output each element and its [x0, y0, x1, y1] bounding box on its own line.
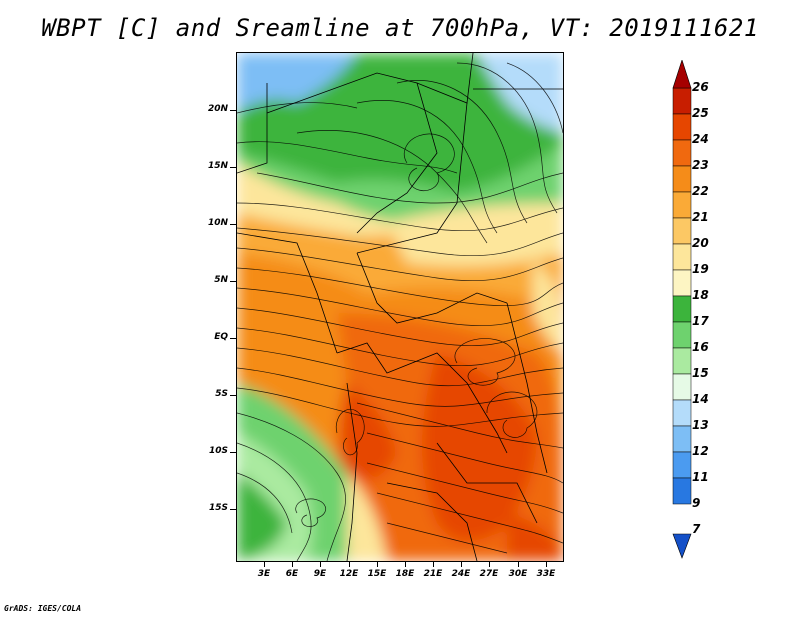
- credit-text: GrADS: IGES/COLA: [4, 604, 82, 613]
- colorbar-label: 9: [692, 496, 701, 510]
- lon-tick: [292, 562, 293, 567]
- colorbar: [672, 60, 692, 559]
- colorbar-label: 26: [692, 80, 709, 94]
- colorbar-cell: [672, 217, 692, 245]
- colorbar-cell: [672, 477, 692, 505]
- lat-label: 20N: [207, 104, 228, 114]
- lat-label: 15S: [208, 503, 228, 513]
- colorbar-label: 11: [692, 470, 709, 484]
- colorbar-label: 21: [692, 210, 709, 224]
- colorbar-cell: [672, 165, 692, 193]
- lon-label: 21E: [423, 569, 443, 579]
- colorbar-max-arrow: [672, 60, 692, 89]
- colorbar-cell: [672, 451, 692, 479]
- lon-label: 6E: [285, 569, 299, 579]
- lon-tick: [489, 562, 490, 567]
- lon-label: 9E: [313, 569, 327, 579]
- colorbar-cell: [672, 399, 692, 427]
- lat-tick: [230, 224, 236, 225]
- colorbar-label: 18: [692, 288, 709, 302]
- lon-label: 3E: [257, 569, 271, 579]
- lat-tick: [230, 509, 236, 510]
- lat-label: 10N: [207, 218, 228, 228]
- lon-tick: [433, 562, 434, 567]
- lon-label: 18E: [395, 569, 415, 579]
- lon-label: 27E: [479, 569, 499, 579]
- colorbar-cell: [672, 373, 692, 401]
- lat-label: 10S: [208, 446, 228, 456]
- colorbar-label: 20: [692, 236, 709, 250]
- colorbar-cell: [672, 139, 692, 167]
- colorbar-cell: [672, 113, 692, 141]
- colorbar-label: 24: [692, 132, 709, 146]
- map-panel[interactable]: [236, 52, 564, 562]
- lon-label: 24E: [451, 569, 471, 579]
- country-borders: [237, 53, 563, 561]
- colorbar-label: 22: [692, 184, 709, 198]
- lat-label: 15N: [207, 161, 228, 171]
- lon-tick: [461, 562, 462, 567]
- lat-label: EQ: [214, 332, 228, 342]
- colorbar-label: 16: [692, 340, 709, 354]
- colorbar-cell: [672, 295, 692, 323]
- lon-label: 33E: [536, 569, 556, 579]
- lon-label: 15E: [367, 569, 387, 579]
- wbpt-field: [237, 53, 563, 561]
- lat-tick: [230, 281, 236, 282]
- lon-tick: [405, 562, 406, 567]
- colorbar-label: 25: [692, 106, 709, 120]
- lon-tick: [349, 562, 350, 567]
- colorbar-label: 19: [692, 262, 709, 276]
- colorbar-label: 23: [692, 158, 709, 172]
- lon-tick: [546, 562, 547, 567]
- lat-label: 5N: [214, 275, 228, 285]
- lat-tick: [230, 110, 236, 111]
- colorbar-cell: [672, 425, 692, 453]
- map-title: WBPT [C] and Sreamline at 700hPa, VT: 20…: [41, 14, 759, 42]
- lon-tick: [377, 562, 378, 567]
- colorbar-label: 14: [692, 392, 709, 406]
- colorbar-label: 7: [692, 522, 701, 536]
- lon-tick: [264, 562, 265, 567]
- colorbar-cell: [672, 87, 692, 115]
- streamlines: [237, 62, 563, 561]
- colorbar-label: 12: [692, 444, 709, 458]
- colorbar-label: 15: [692, 366, 709, 380]
- colorbar-label: 17: [692, 314, 709, 328]
- colorbar-cell: [672, 243, 692, 271]
- lon-tick: [320, 562, 321, 567]
- lon-label: 12E: [339, 569, 359, 579]
- lat-tick: [230, 167, 236, 168]
- lat-label: 5S: [215, 389, 228, 399]
- lat-tick: [230, 395, 236, 396]
- colorbar-min-arrow: [672, 533, 692, 559]
- lon-tick: [518, 562, 519, 567]
- colorbar-cell: [672, 321, 692, 349]
- lat-tick: [230, 452, 236, 453]
- colorbar-cell: [672, 191, 692, 219]
- colorbar-cell: [672, 269, 692, 297]
- colorbar-cell: [672, 347, 692, 375]
- lat-tick: [230, 338, 236, 339]
- colorbar-label: 13: [692, 418, 709, 432]
- lon-label: 30E: [508, 569, 528, 579]
